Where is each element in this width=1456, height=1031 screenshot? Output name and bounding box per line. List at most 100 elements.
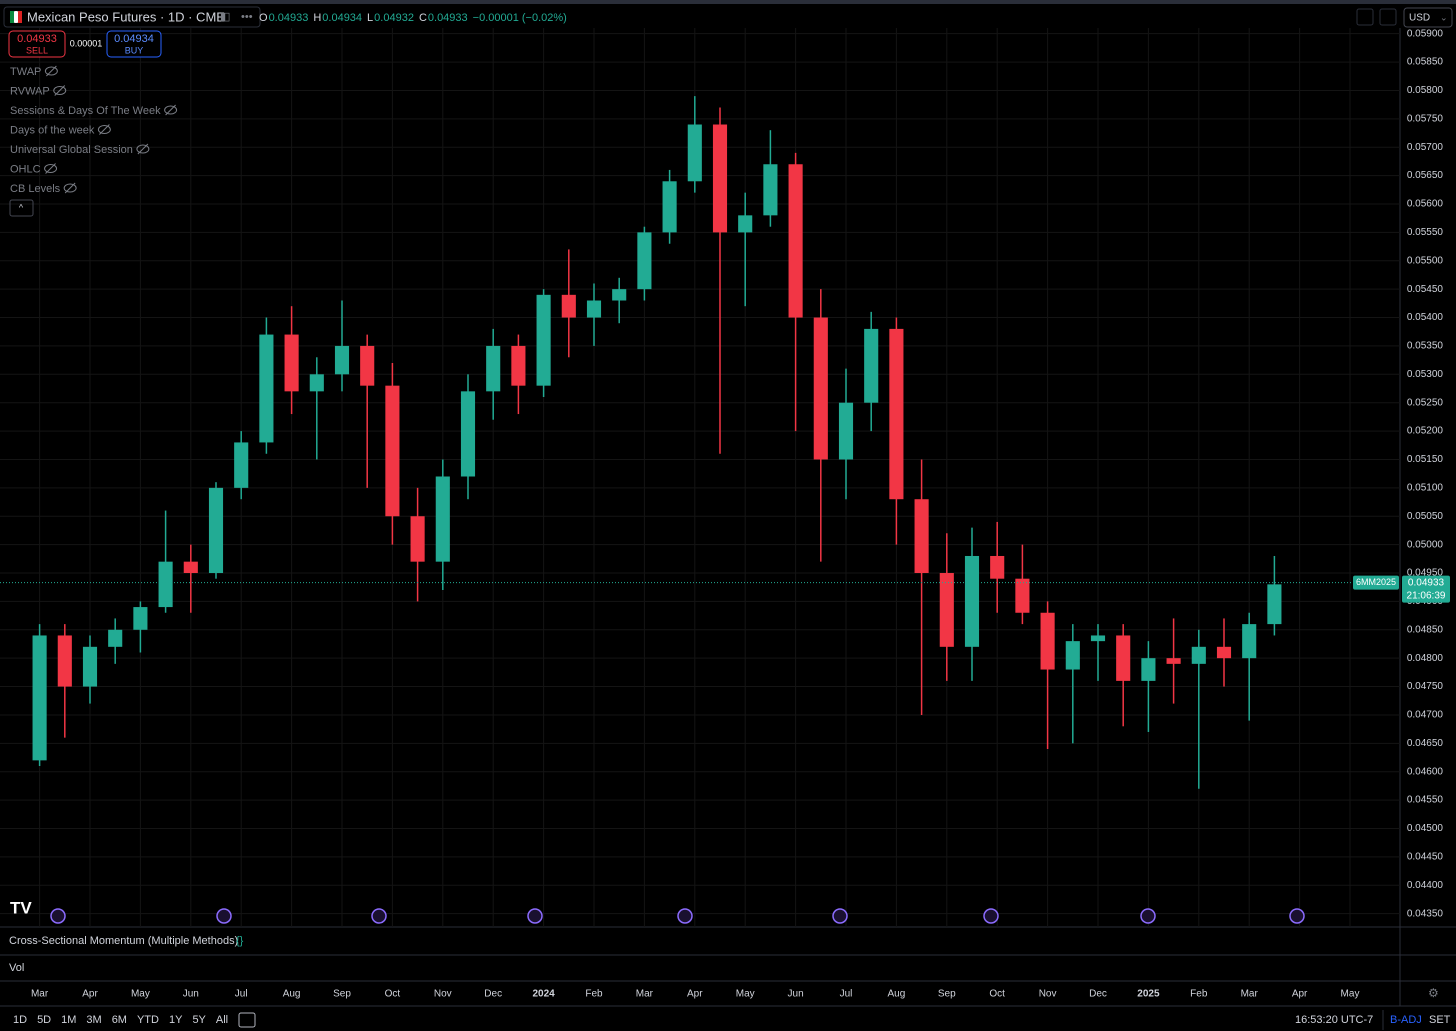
candle-body [813, 317, 828, 460]
candle-body [1015, 578, 1030, 613]
source-icon[interactable]: {} [236, 935, 244, 947]
y-tick-label: 0.05850 [1407, 57, 1444, 68]
pane-title: Cross-Sectional Momentum (Multiple Metho… [9, 935, 238, 947]
event-marker[interactable] [50, 908, 66, 924]
event-marker[interactable] [1140, 908, 1156, 924]
event-marker[interactable] [527, 908, 543, 924]
calendar-icon[interactable] [238, 1012, 256, 1028]
x-tick-label: May [1341, 989, 1360, 1000]
hidden-eye-icon[interactable] [97, 125, 111, 134]
indicator-name[interactable]: Universal Global Session [10, 144, 133, 156]
hidden-eye-icon[interactable] [44, 66, 58, 76]
adjust[interactable]: B-ADJ [1390, 1014, 1422, 1026]
candle-body [259, 334, 274, 443]
range-button[interactable]: 5Y [192, 1014, 206, 1026]
currency[interactable]: USD [1409, 13, 1430, 24]
hidden-eye-slash[interactable] [64, 182, 76, 194]
hidden-eye-icon[interactable] [44, 164, 58, 173]
sync-button[interactable] [1379, 8, 1397, 26]
session[interactable]: SET [1429, 1014, 1451, 1026]
candle-body [1090, 635, 1106, 642]
currency-box[interactable] [1403, 7, 1453, 28]
flag-red [18, 11, 22, 23]
range-button[interactable]: YTD [137, 1014, 159, 1026]
symbol-tag [1353, 575, 1399, 590]
ohlc-legend: O 0.04933 H 0.04934 L 0.04932 C 0.04933 [259, 12, 468, 24]
hidden-eye-icon[interactable] [164, 105, 178, 115]
hidden-eye-slash[interactable] [46, 65, 57, 77]
x-tick-label: Jun [788, 989, 804, 1000]
event-markers [50, 908, 1305, 924]
range-button[interactable]: 1Y [169, 1014, 183, 1026]
hidden-eye-icon[interactable] [63, 183, 77, 193]
hidden-eye-slash[interactable] [165, 104, 176, 116]
candle-body [460, 391, 476, 477]
collapse-button[interactable] [9, 199, 34, 217]
indicator-name[interactable]: TWAP [10, 66, 41, 78]
range-button[interactable]: 1M [61, 1014, 76, 1026]
symbol-title[interactable]: Mexican Peso Futures · 1D · CME [27, 9, 225, 24]
x-tick-label: Jul [235, 989, 248, 1000]
candle-body [183, 561, 198, 574]
hidden-eye-icon[interactable] [136, 144, 150, 154]
sell-button[interactable] [8, 30, 66, 58]
indicator-name[interactable]: CB Levels [10, 183, 61, 195]
event-marker[interactable] [983, 908, 999, 924]
y-tick-label: 0.04650 [1407, 738, 1444, 749]
candle-body [360, 345, 375, 386]
range-button[interactable]: 1D [13, 1014, 27, 1026]
buy-button[interactable] [106, 30, 162, 58]
square-icon[interactable]: ◧ [220, 11, 230, 23]
event-marker[interactable] [832, 908, 848, 924]
candle-body [687, 124, 702, 182]
y-tick-label: 0.04800 [1407, 653, 1444, 664]
candle-body [939, 573, 954, 647]
range-button[interactable]: All [216, 1014, 228, 1026]
x-tick-label: Aug [888, 989, 906, 1000]
hidden-eye-slash[interactable] [137, 143, 149, 155]
y-tick-label: 0.04850 [1407, 624, 1444, 635]
hidden-eye-icon[interactable] [53, 86, 67, 95]
buy-label[interactable]: BUY [125, 45, 144, 55]
x-tick-label: Mar [1241, 989, 1259, 1000]
y-tick-label: 0.05350 [1407, 341, 1444, 352]
last-price: 6MM2025 0.04933 21:06:39 [0, 575, 1450, 603]
y-tick-label: 0.05150 [1407, 454, 1444, 465]
sell-price[interactable]: 0.04933 [17, 33, 57, 45]
buy-price[interactable]: 0.04934 [114, 33, 154, 45]
sell-label[interactable]: SELL [26, 45, 48, 55]
countdown: 21:06:39 [1407, 590, 1446, 601]
tv-logo[interactable]: TV [10, 898, 32, 917]
collapse-icon[interactable]: ^ [19, 202, 24, 212]
hidden-eye-slash[interactable] [54, 85, 66, 96]
candle-body [435, 476, 450, 562]
x-tick-label: Apr [1292, 989, 1308, 1000]
hidden-eye-slash[interactable] [45, 163, 56, 174]
indicator-name[interactable]: OHLC [10, 163, 41, 175]
indicator-name[interactable]: Sessions & Days Of The Week [10, 105, 161, 117]
event-marker[interactable] [1289, 908, 1305, 924]
indicator-name[interactable]: RVWAP [10, 85, 50, 97]
hidden-eye-slash[interactable] [99, 124, 110, 135]
x-tick-label: Oct [989, 989, 1005, 1000]
settings-icon[interactable]: ⚙ [1428, 986, 1439, 1000]
symbol-box[interactable] [3, 6, 261, 28]
more-icon[interactable]: ••• [241, 11, 253, 23]
price-tag-text: 0.04933 [1408, 577, 1445, 588]
event-marker[interactable] [371, 908, 387, 924]
candle-body [763, 164, 778, 216]
event-marker[interactable] [677, 908, 693, 924]
x-tick-label: Sep [333, 989, 351, 1000]
range-button[interactable]: 5D [37, 1014, 51, 1026]
range-button[interactable]: 6M [112, 1014, 127, 1026]
candle-body [712, 124, 728, 233]
candle-body [914, 499, 929, 574]
x-tick-label: 2024 [532, 989, 555, 1000]
indicator-name[interactable]: Days of the week [10, 124, 95, 136]
x-tick-label: Dec [1089, 989, 1107, 1000]
range-button[interactable]: 3M [86, 1014, 101, 1026]
down-button[interactable] [1356, 8, 1374, 26]
spread: 0.00001 [70, 38, 103, 48]
event-marker[interactable] [216, 908, 232, 924]
